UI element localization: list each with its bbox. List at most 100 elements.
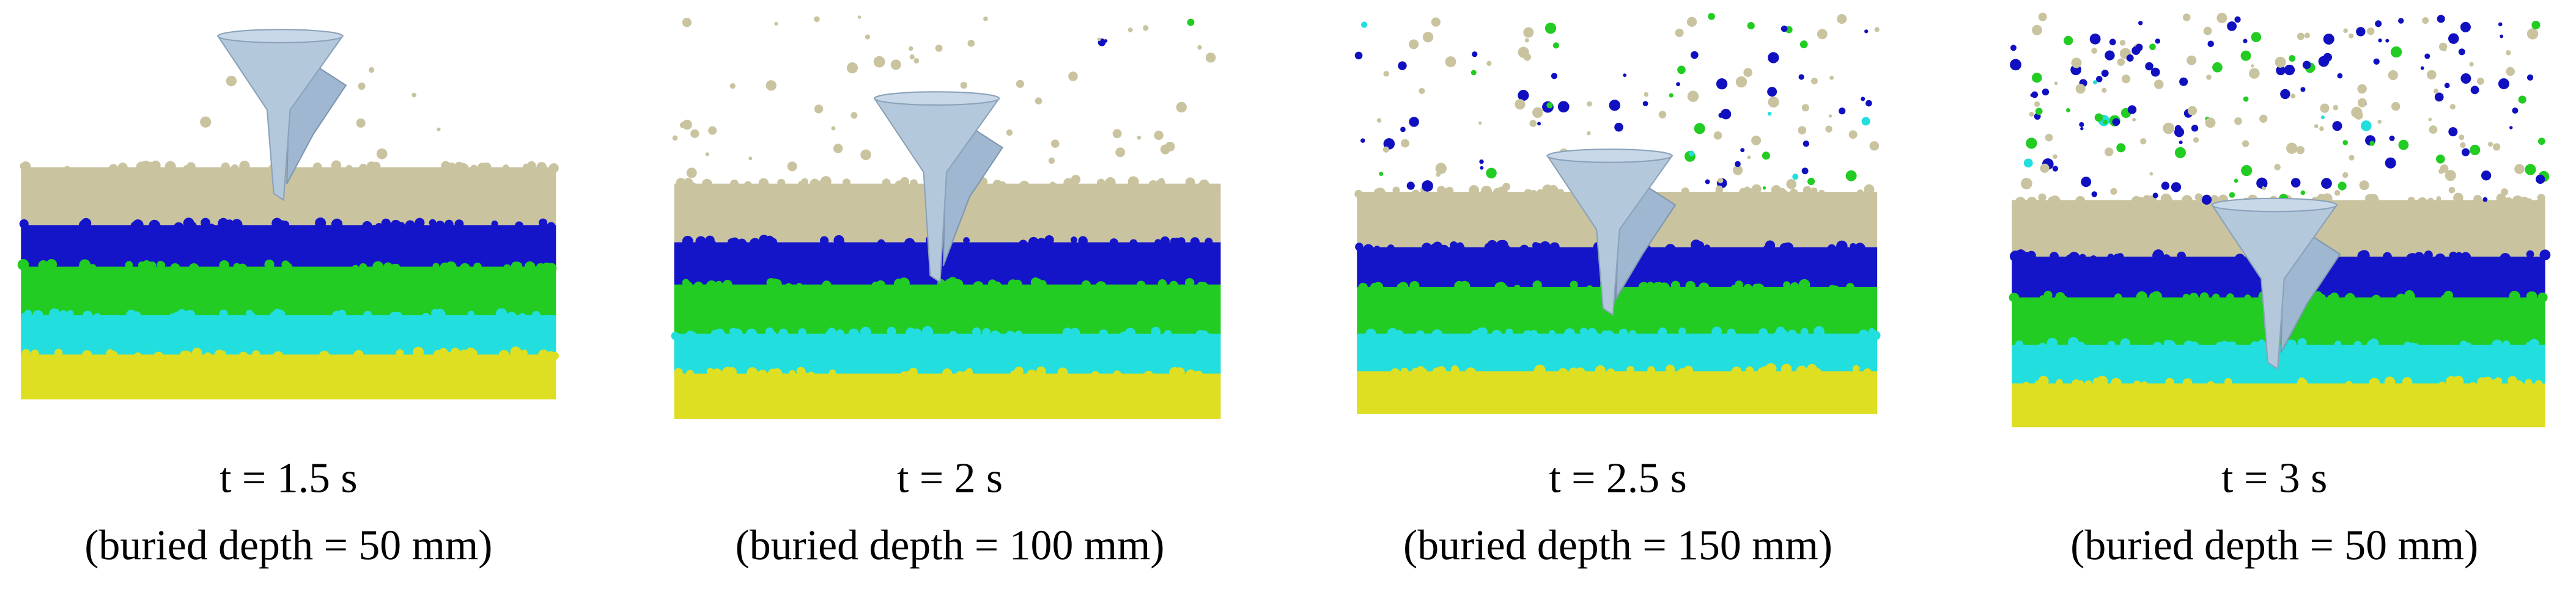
particle: [375, 222, 383, 232]
particle: [2473, 194, 2482, 203]
particle: [1529, 189, 1538, 199]
particle: [814, 16, 820, 23]
particle: [1858, 329, 1869, 340]
particle: [1406, 181, 1415, 190]
particle: [1711, 326, 1722, 337]
particle: [825, 330, 835, 340]
particle: [2286, 142, 2298, 154]
particle: [358, 82, 366, 90]
particle: [1787, 329, 1798, 340]
particle: [2407, 196, 2415, 205]
particle: [1112, 129, 1122, 139]
particle: [904, 238, 915, 249]
particle: [1850, 243, 1857, 250]
particle: [363, 310, 372, 320]
particle: [1383, 70, 1389, 77]
particle: [2040, 163, 2050, 173]
particle: [2110, 378, 2122, 389]
particle: [1548, 330, 1556, 337]
particle: [2053, 154, 2057, 159]
particle: [421, 313, 430, 321]
particle: [2010, 45, 2017, 51]
particle: [1006, 129, 1013, 136]
particle: [132, 219, 144, 231]
particle: [2422, 16, 2429, 24]
particle: [2498, 22, 2503, 27]
particle: [1786, 178, 1797, 189]
particle: [146, 161, 157, 173]
particle: [1669, 93, 1674, 98]
particle: [1780, 189, 1789, 199]
particle: [942, 368, 953, 379]
particle: [814, 104, 824, 114]
particle: [745, 328, 758, 340]
particle: [706, 280, 717, 292]
particle: [2383, 252, 2392, 261]
particle: [2290, 93, 2296, 99]
particle: [1471, 70, 1477, 76]
particle: [188, 263, 199, 274]
particle: [1127, 27, 1133, 32]
particle: [1057, 367, 1068, 378]
particle: [2320, 103, 2330, 113]
particle: [810, 178, 820, 189]
particle: [682, 18, 692, 27]
particle: [1743, 68, 1752, 77]
particle: [1205, 53, 1216, 63]
particle: [1666, 364, 1675, 374]
particle: [894, 180, 906, 191]
particle: [2367, 27, 2375, 35]
particle: [2015, 249, 2026, 260]
particle: [2464, 342, 2472, 351]
particle: [1801, 167, 1809, 175]
particle: [1534, 364, 1546, 376]
particle: [548, 163, 559, 174]
particle: [396, 349, 404, 357]
particle: [125, 261, 133, 269]
particle: [2483, 379, 2491, 387]
particle: [2458, 48, 2465, 56]
particle: [682, 235, 693, 247]
particle: [1008, 279, 1018, 290]
particle: [807, 371, 815, 379]
particle: [2015, 197, 2026, 208]
particle: [1735, 280, 1743, 289]
particle: [2385, 157, 2396, 169]
panel-depth: (buried depth = 100 mm): [736, 522, 1165, 569]
particle: [2171, 182, 2182, 192]
particle: [1798, 126, 1807, 135]
particle: [987, 279, 997, 288]
particle: [511, 261, 521, 271]
particle: [1451, 365, 1459, 373]
particle: [708, 126, 717, 135]
particle: [337, 309, 347, 319]
particle: [2038, 376, 2049, 387]
particle: [1544, 23, 1557, 34]
particle: [2353, 341, 2362, 349]
particle: [1807, 364, 1818, 375]
particle: [2234, 178, 2238, 183]
particle: [2224, 378, 2232, 386]
particle: [822, 280, 832, 290]
particle: [376, 148, 388, 159]
particle: [2449, 251, 2458, 260]
particle: [2342, 140, 2348, 145]
particle: [2436, 155, 2445, 164]
particle: [359, 263, 367, 272]
particle: [1105, 177, 1116, 188]
particle: [2165, 340, 2176, 352]
particle: [686, 167, 697, 178]
particle: [1618, 328, 1628, 338]
particle: [1727, 328, 1736, 338]
particle: [2234, 117, 2242, 125]
particle: [1069, 327, 1080, 338]
particle: [2369, 141, 2375, 146]
particle: [473, 262, 482, 271]
particle: [31, 349, 39, 358]
particle: [82, 310, 93, 321]
particle: [2481, 170, 2492, 181]
particle: [1768, 52, 1779, 64]
particle: [1411, 189, 1420, 198]
particle: [477, 163, 488, 173]
particle: [2433, 89, 2439, 94]
